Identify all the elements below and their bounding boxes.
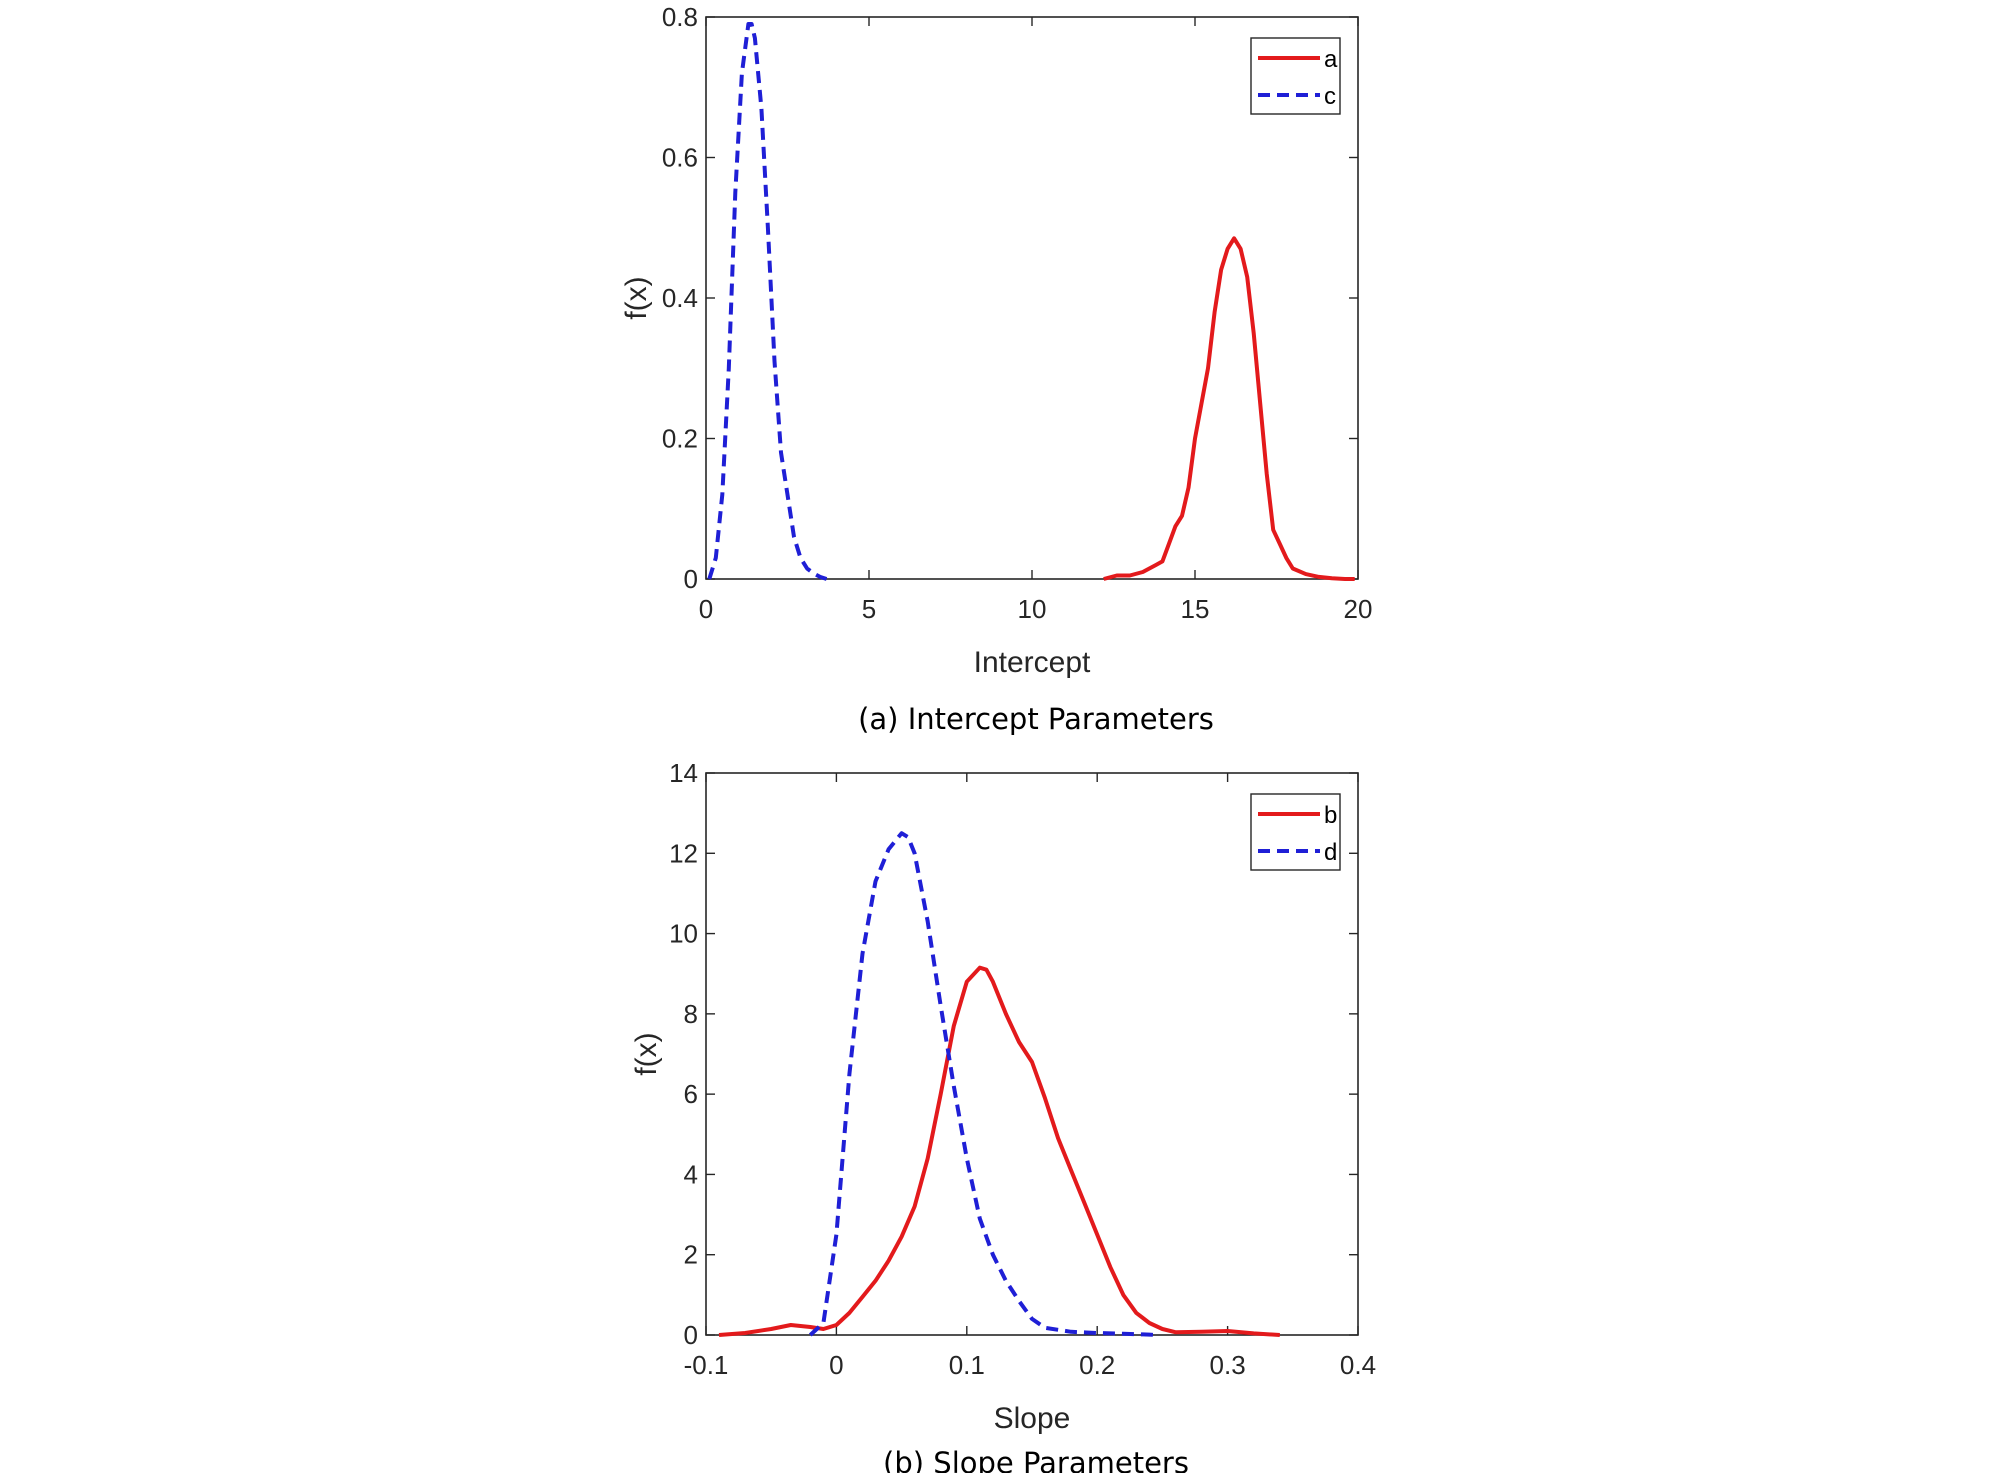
panel-a-series — [707, 22, 1355, 581]
panel-b-legend-label-d: d — [1324, 839, 1337, 866]
panel-b-y-tick-label: 2 — [684, 1240, 698, 1270]
panel-b-x-tick-label: -0.1 — [684, 1350, 729, 1380]
panel-a-legend-label-c: c — [1324, 83, 1336, 110]
panel-b-x-tick-label: 0.2 — [1079, 1350, 1115, 1380]
panel-a-y-axis-title: f(x) — [620, 276, 653, 319]
panel-a-legend-label-a: a — [1324, 46, 1338, 73]
panel-b-y-tick-label: 8 — [684, 999, 698, 1029]
panel-b-y-tick-label: 10 — [669, 919, 698, 949]
panel-a-x-tick-label: 15 — [1181, 594, 1210, 624]
panel-a-x-tick-label: 5 — [862, 594, 876, 624]
panel-b-caption: (b) Slope Parameters — [883, 1446, 1189, 1473]
panel-b-y-tick-label: 0 — [684, 1320, 698, 1350]
panel-b-legend-box — [1250, 793, 1341, 871]
panel-b-legend-label-b: b — [1324, 802, 1337, 829]
panel-b-y-tick-label: 12 — [669, 838, 698, 868]
panel-b-legend: b d — [1250, 793, 1341, 871]
panel-b-series-d-line — [808, 831, 1157, 1337]
panel-b-x-tick-label: 0 — [829, 1350, 843, 1380]
panel-b-series — [718, 831, 1280, 1337]
panel-a-series-a-line — [1103, 236, 1355, 581]
panel-b-x-tick-label: 0.1 — [949, 1350, 985, 1380]
panel-a-y-tick-label: 0.6 — [662, 143, 698, 173]
panel-a-y-tick-label: 0.4 — [662, 283, 698, 313]
panel-b-y-tick-label: 14 — [669, 758, 698, 788]
panel-a-legend: a c — [1250, 37, 1341, 115]
panel-a-x-tick-label: 10 — [1018, 594, 1047, 624]
panel-a-y-tick-label: 0.2 — [662, 424, 698, 454]
panel-a-legend-box — [1250, 37, 1341, 115]
panel-a-x-tick-label: 0 — [699, 594, 713, 624]
panel-b-axes-box — [705, 772, 1359, 1336]
panel-b-y-axis-title: f(x) — [630, 1032, 663, 1075]
panel-b-x-tick-label: 0.4 — [1340, 1350, 1376, 1380]
panel-a-y-tick-label: 0.8 — [662, 2, 698, 32]
panel-a-caption: (a) Intercept Parameters — [858, 702, 1214, 736]
panel-b-series-b-line — [718, 965, 1280, 1337]
panel-a-ticks: 0 5 10 15 20 0 0.2 0.4 0.6 0.8 — [662, 2, 1373, 624]
panel-b-y-tick-label: 4 — [684, 1159, 698, 1189]
panel-a: 0 5 10 15 20 0 0.2 0.4 0.6 0.8 Intercept f(x) a c… — [620, 2, 1372, 736]
panel-a-y-tick-label: 0 — [684, 564, 698, 594]
panel-a-x-axis-title: Intercept — [974, 646, 1091, 679]
panel-a-series-c-line — [707, 22, 828, 581]
panel-b-x-axis-title: Slope — [994, 1402, 1071, 1435]
panel-b-x-tick-label: 0.3 — [1210, 1350, 1246, 1380]
panel-b-y-tick-label: 6 — [684, 1079, 698, 1109]
panel-a-x-tick-label: 20 — [1344, 594, 1373, 624]
